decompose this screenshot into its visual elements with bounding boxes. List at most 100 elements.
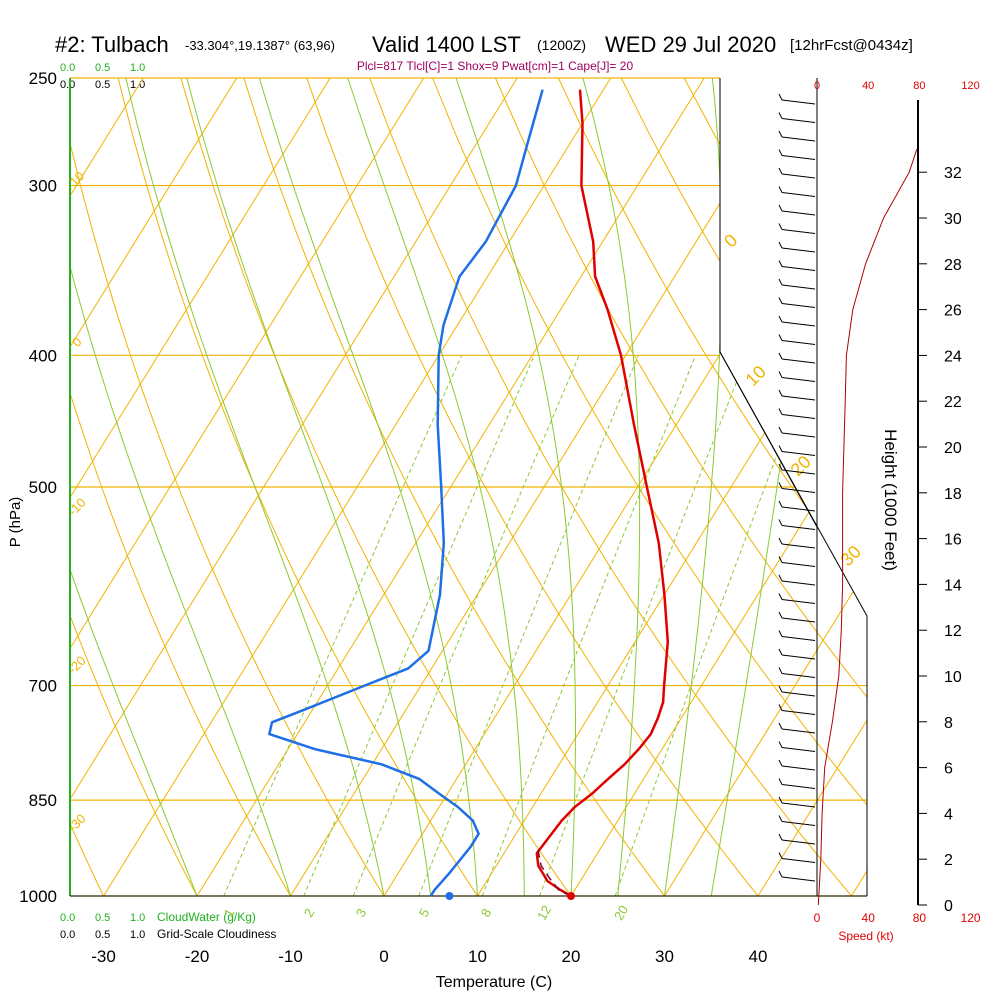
isotherm-0 — [365, 78, 867, 896]
dry-adiabat-70 — [443, 78, 867, 896]
cw-scale-bottom-0: 0.0 — [60, 912, 75, 924]
isotherm-label-6: 10 — [742, 362, 770, 390]
height-tick-label-18: 18 — [944, 486, 962, 503]
wind-barb — [781, 173, 816, 179]
isotherm-label-8: 30 — [837, 542, 865, 570]
wind-barb-flag — [778, 260, 783, 267]
speed-tick-top-40: 40 — [862, 80, 874, 92]
mixing-ratio-line-8 — [481, 355, 697, 896]
x-tick-label-10: 10 — [468, 947, 487, 966]
wind-barb-flag — [778, 389, 783, 397]
wind-barb-flag — [778, 574, 783, 582]
speed-tick-top-120: 120 — [961, 80, 979, 92]
surface-dewpoint-point — [445, 892, 454, 900]
sounding-parameters: Plcl=817 Tlcl[C]=1 Shox=9 Pwat[cm]=1 Cap… — [357, 59, 634, 73]
cloudwater-label: CloudWater (g/Kg) — [157, 910, 256, 924]
isotherm-label-5: 0 — [720, 230, 741, 251]
wind-barb-flag — [778, 833, 783, 841]
wind-barb-flag — [778, 130, 783, 138]
dry-adiabat-30 — [207, 78, 687, 896]
cw-scale-top-0: 0.0 — [60, 62, 75, 74]
cw-scale-top-2: 1.0 — [130, 62, 145, 74]
mixing-ratio-label-2: 2 — [301, 906, 318, 920]
isotherm--90 — [70, 78, 132, 896]
wind-barb-flag — [778, 223, 783, 230]
cloudiness-label: Grid-Scale Cloudiness — [157, 927, 276, 941]
isotherms — [0, 0, 1000, 925]
isotherm--20 — [178, 78, 787, 896]
wind-barb — [781, 728, 816, 734]
x-tick-label-0: 0 — [379, 947, 388, 966]
dry-adiabat-80 — [502, 78, 867, 896]
wind-barb-flag — [778, 463, 783, 471]
moist-adiabat--10 — [70, 78, 291, 896]
isotherm--80 — [70, 78, 226, 896]
wind-barb — [781, 876, 816, 882]
wind-barb-flag — [778, 852, 783, 859]
wind-barb — [781, 395, 816, 401]
isotherm--100 — [0, 0, 38, 925]
wind-barb — [781, 303, 816, 308]
isotherm-label-4: -30 — [65, 811, 89, 835]
height-tick-label-24: 24 — [944, 348, 962, 365]
height-tick-label-20: 20 — [944, 440, 962, 457]
forecast-info: [12hrFcst@0434z] — [790, 37, 913, 54]
wind-barb — [781, 451, 816, 456]
isotherm-50 — [833, 78, 867, 896]
mixing-ratio-line-20 — [614, 355, 816, 896]
mixing-ratio-label-12: 12 — [534, 903, 554, 923]
wind-barb-flag — [778, 685, 783, 693]
mixing-ratio-label-3: 3 — [353, 906, 370, 920]
speed-tick-bottom-80: 80 — [913, 911, 927, 925]
wind-speed-panel — [817, 149, 918, 906]
pressure-label-400: 400 — [29, 346, 57, 365]
temperature-line — [535, 89, 670, 898]
pressure-label-1000: 1000 — [19, 887, 57, 906]
mixing-ratio-label-5: 5 — [416, 906, 433, 920]
isotherm-label-7: 20 — [787, 452, 815, 480]
wind-barb — [781, 414, 816, 419]
mixing-ratio-line-3 — [352, 355, 580, 896]
speed-tick-bottom-120: 120 — [961, 911, 981, 925]
isotherm-30 — [646, 78, 867, 896]
cw-scale-bottom-2: 1.0 — [130, 912, 145, 924]
mixing-ratio-label-20: 20 — [611, 903, 631, 923]
cloud-scale-top-0: 0.0 — [60, 79, 75, 91]
x-tick-label--30: -30 — [91, 947, 116, 966]
wind-barb-flag — [778, 112, 783, 119]
isotherm--60 — [70, 78, 413, 896]
height-tick-label-8: 8 — [944, 715, 953, 732]
height-tick-label-12: 12 — [944, 623, 962, 640]
wind-barb-flag — [778, 611, 783, 619]
x-tick-label--20: -20 — [185, 947, 210, 966]
dry-adiabat-160 — [975, 0, 1000, 925]
mixing-ratio-line-12 — [539, 355, 748, 896]
wind-barb-flag — [778, 815, 783, 822]
wind-barb — [781, 784, 816, 789]
dry-adiabat-20 — [148, 78, 593, 896]
isotherm--10 — [272, 78, 867, 896]
wind-barb-flag — [778, 722, 783, 730]
moist-adiabat-0 — [125, 78, 385, 896]
x-axis-title: Temperature (C) — [436, 974, 552, 991]
wind-barb-flag — [778, 445, 783, 452]
surface-temperature-point — [567, 892, 575, 900]
wind-barb-flag — [778, 593, 783, 600]
wind-barb — [781, 192, 816, 197]
wind-barb — [781, 858, 816, 863]
wind-barb — [781, 99, 816, 105]
wind-barb — [781, 488, 816, 493]
wind-speed-line — [817, 149, 918, 906]
dry-adiabat-50 — [325, 78, 867, 896]
wind-barb-flag — [778, 241, 783, 249]
dry-adiabats — [70, 0, 1000, 925]
isotherm-60 — [927, 0, 1000, 925]
dry-adiabat-120 — [738, 78, 867, 896]
dry-adiabat-0 — [70, 78, 403, 896]
valid-time: Valid 1400 LST — [372, 32, 521, 57]
dry-adiabat-110 — [679, 78, 867, 896]
isotherm--70 — [70, 78, 319, 896]
cloud-scale-top-2: 1.0 — [130, 79, 145, 91]
